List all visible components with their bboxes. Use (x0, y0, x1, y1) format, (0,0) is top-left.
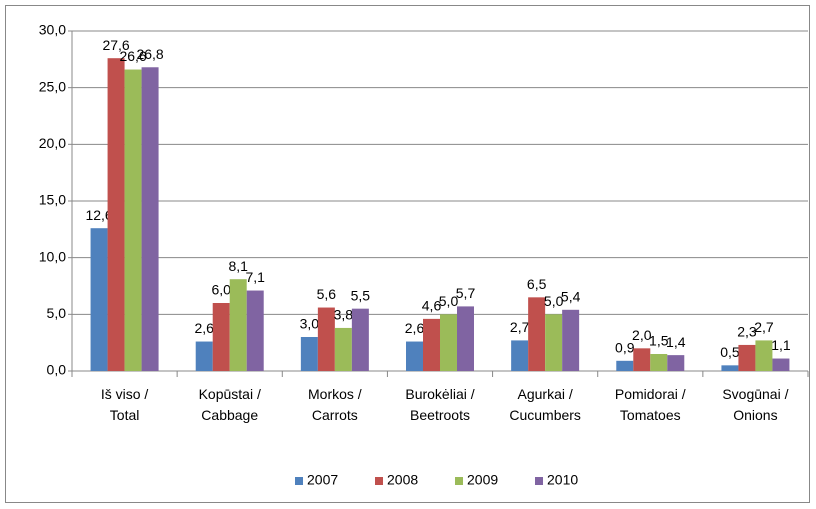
bar (423, 318, 440, 371)
y-tick-label: 15,0 (39, 192, 66, 208)
bar (141, 67, 159, 372)
bar (440, 314, 457, 371)
bar (738, 344, 756, 371)
legend-label: 2007 (307, 472, 338, 488)
x-tick-label: Morkos / Carrots (308, 386, 362, 423)
data-label: 2,6 (405, 320, 425, 336)
bar (334, 327, 352, 371)
legend-swatch (375, 477, 383, 485)
data-label: 0,9 (615, 340, 635, 356)
bar (562, 309, 580, 371)
data-label: 2,6 (194, 320, 214, 336)
bar (351, 308, 369, 371)
x-tick-label: Burokėliai / Beetroots (405, 386, 474, 423)
bar (667, 355, 685, 371)
y-tick-label: 10,0 (39, 248, 66, 264)
y-tick-label: 20,0 (39, 135, 66, 151)
bar (246, 290, 264, 371)
bar (229, 279, 247, 371)
bar (300, 337, 318, 371)
data-label: 1,5 (649, 333, 669, 349)
y-tick-label: 25,0 (39, 78, 66, 94)
x-tick-label: Agurkai / Cucumbers (509, 386, 581, 423)
y-tick-label: 5,0 (47, 305, 67, 321)
data-label: 5,7 (456, 285, 476, 301)
data-label: 1,1 (771, 337, 791, 353)
bar (650, 354, 668, 371)
y-tick-label: 30,0 (39, 22, 66, 38)
legend-swatch (295, 477, 303, 485)
legend-swatch (535, 477, 543, 485)
x-tick-label: Pomidorai / Tomatoes (615, 386, 686, 423)
data-label: 5,0 (439, 293, 459, 309)
data-label: 2,7 (510, 319, 530, 335)
bar (124, 69, 142, 372)
bar (212, 303, 230, 371)
bar (616, 360, 634, 371)
data-label: 2,3 (737, 324, 757, 340)
y-tick-label: 0,0 (47, 362, 67, 378)
legend-label: 2009 (467, 472, 498, 488)
data-label: 3,0 (300, 316, 320, 332)
x-tick-label: Svogūnai / Onions (722, 386, 788, 423)
data-label: 1,4 (666, 334, 686, 350)
bar (511, 340, 529, 371)
bar (721, 365, 739, 371)
data-label: 26,6 (119, 48, 146, 64)
data-label: 0,5 (720, 344, 740, 360)
data-label: 2,0 (632, 327, 652, 343)
bar (755, 340, 773, 371)
data-label: 26,8 (136, 46, 163, 62)
data-label: 6,5 (527, 276, 547, 292)
bar (317, 307, 335, 371)
data-label: 5,6 (317, 286, 337, 302)
bar (772, 358, 790, 371)
x-tick-label: Kopūstai / Cabbage (199, 386, 261, 423)
bar (107, 58, 125, 371)
data-label: 5,5 (351, 287, 371, 303)
x-tick-label: Iš viso / Total (101, 386, 149, 423)
data-label: 5,0 (544, 293, 564, 309)
bar (195, 341, 213, 371)
legend-swatch (455, 477, 463, 485)
bar (457, 306, 474, 371)
data-label: 4,6 (422, 298, 442, 314)
data-label: 8,1 (228, 258, 248, 274)
bar (545, 314, 563, 371)
legend-label: 2010 (547, 472, 578, 488)
data-label: 2,7 (754, 319, 774, 335)
data-label: 3,8 (334, 307, 354, 323)
data-label: 12,6 (85, 207, 112, 223)
data-label: 5,4 (561, 289, 581, 305)
data-label: 27,6 (102, 37, 129, 53)
bar (528, 297, 546, 371)
bar (633, 348, 651, 371)
data-label: 7,1 (245, 269, 265, 285)
bar (90, 228, 108, 371)
data-label: 6,0 (211, 282, 231, 298)
legend-label: 2008 (387, 472, 418, 488)
bar (406, 341, 423, 371)
